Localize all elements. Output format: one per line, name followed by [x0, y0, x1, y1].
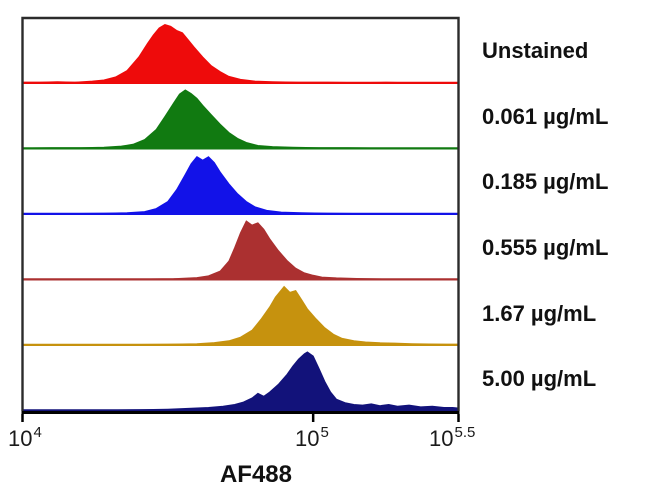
- histogram-area-3: [22, 220, 459, 281]
- histogram-area-2: [22, 156, 459, 215]
- x-tick-label-1e5: 105: [295, 424, 329, 451]
- series-label-0185: 0.185 µg/mL: [482, 169, 609, 195]
- histogram-area-5: [22, 351, 459, 412]
- series-label-500: 5.00 µg/mL: [482, 366, 597, 392]
- histogram-area-0: [22, 23, 459, 84]
- series-label-0061: 0.061 µg/mL: [482, 103, 609, 129]
- series-label-167: 1.67 µg/mL: [482, 300, 597, 326]
- histogram-area-1: [22, 89, 459, 150]
- series-label-column: Unstained 0.061 µg/mL 0.185 µg/mL 0.555 …: [482, 18, 647, 412]
- x-tick-label-1e4: 104: [8, 424, 42, 451]
- series-label-unstained: Unstained: [482, 37, 589, 63]
- series-label-0555: 0.555 µg/mL: [482, 234, 609, 260]
- x-axis-title: AF488: [219, 461, 293, 488]
- histogram-area-4: [22, 285, 459, 346]
- plot-frame: [21, 16, 460, 411]
- x-tick-label-1e55: 105.5: [429, 424, 476, 451]
